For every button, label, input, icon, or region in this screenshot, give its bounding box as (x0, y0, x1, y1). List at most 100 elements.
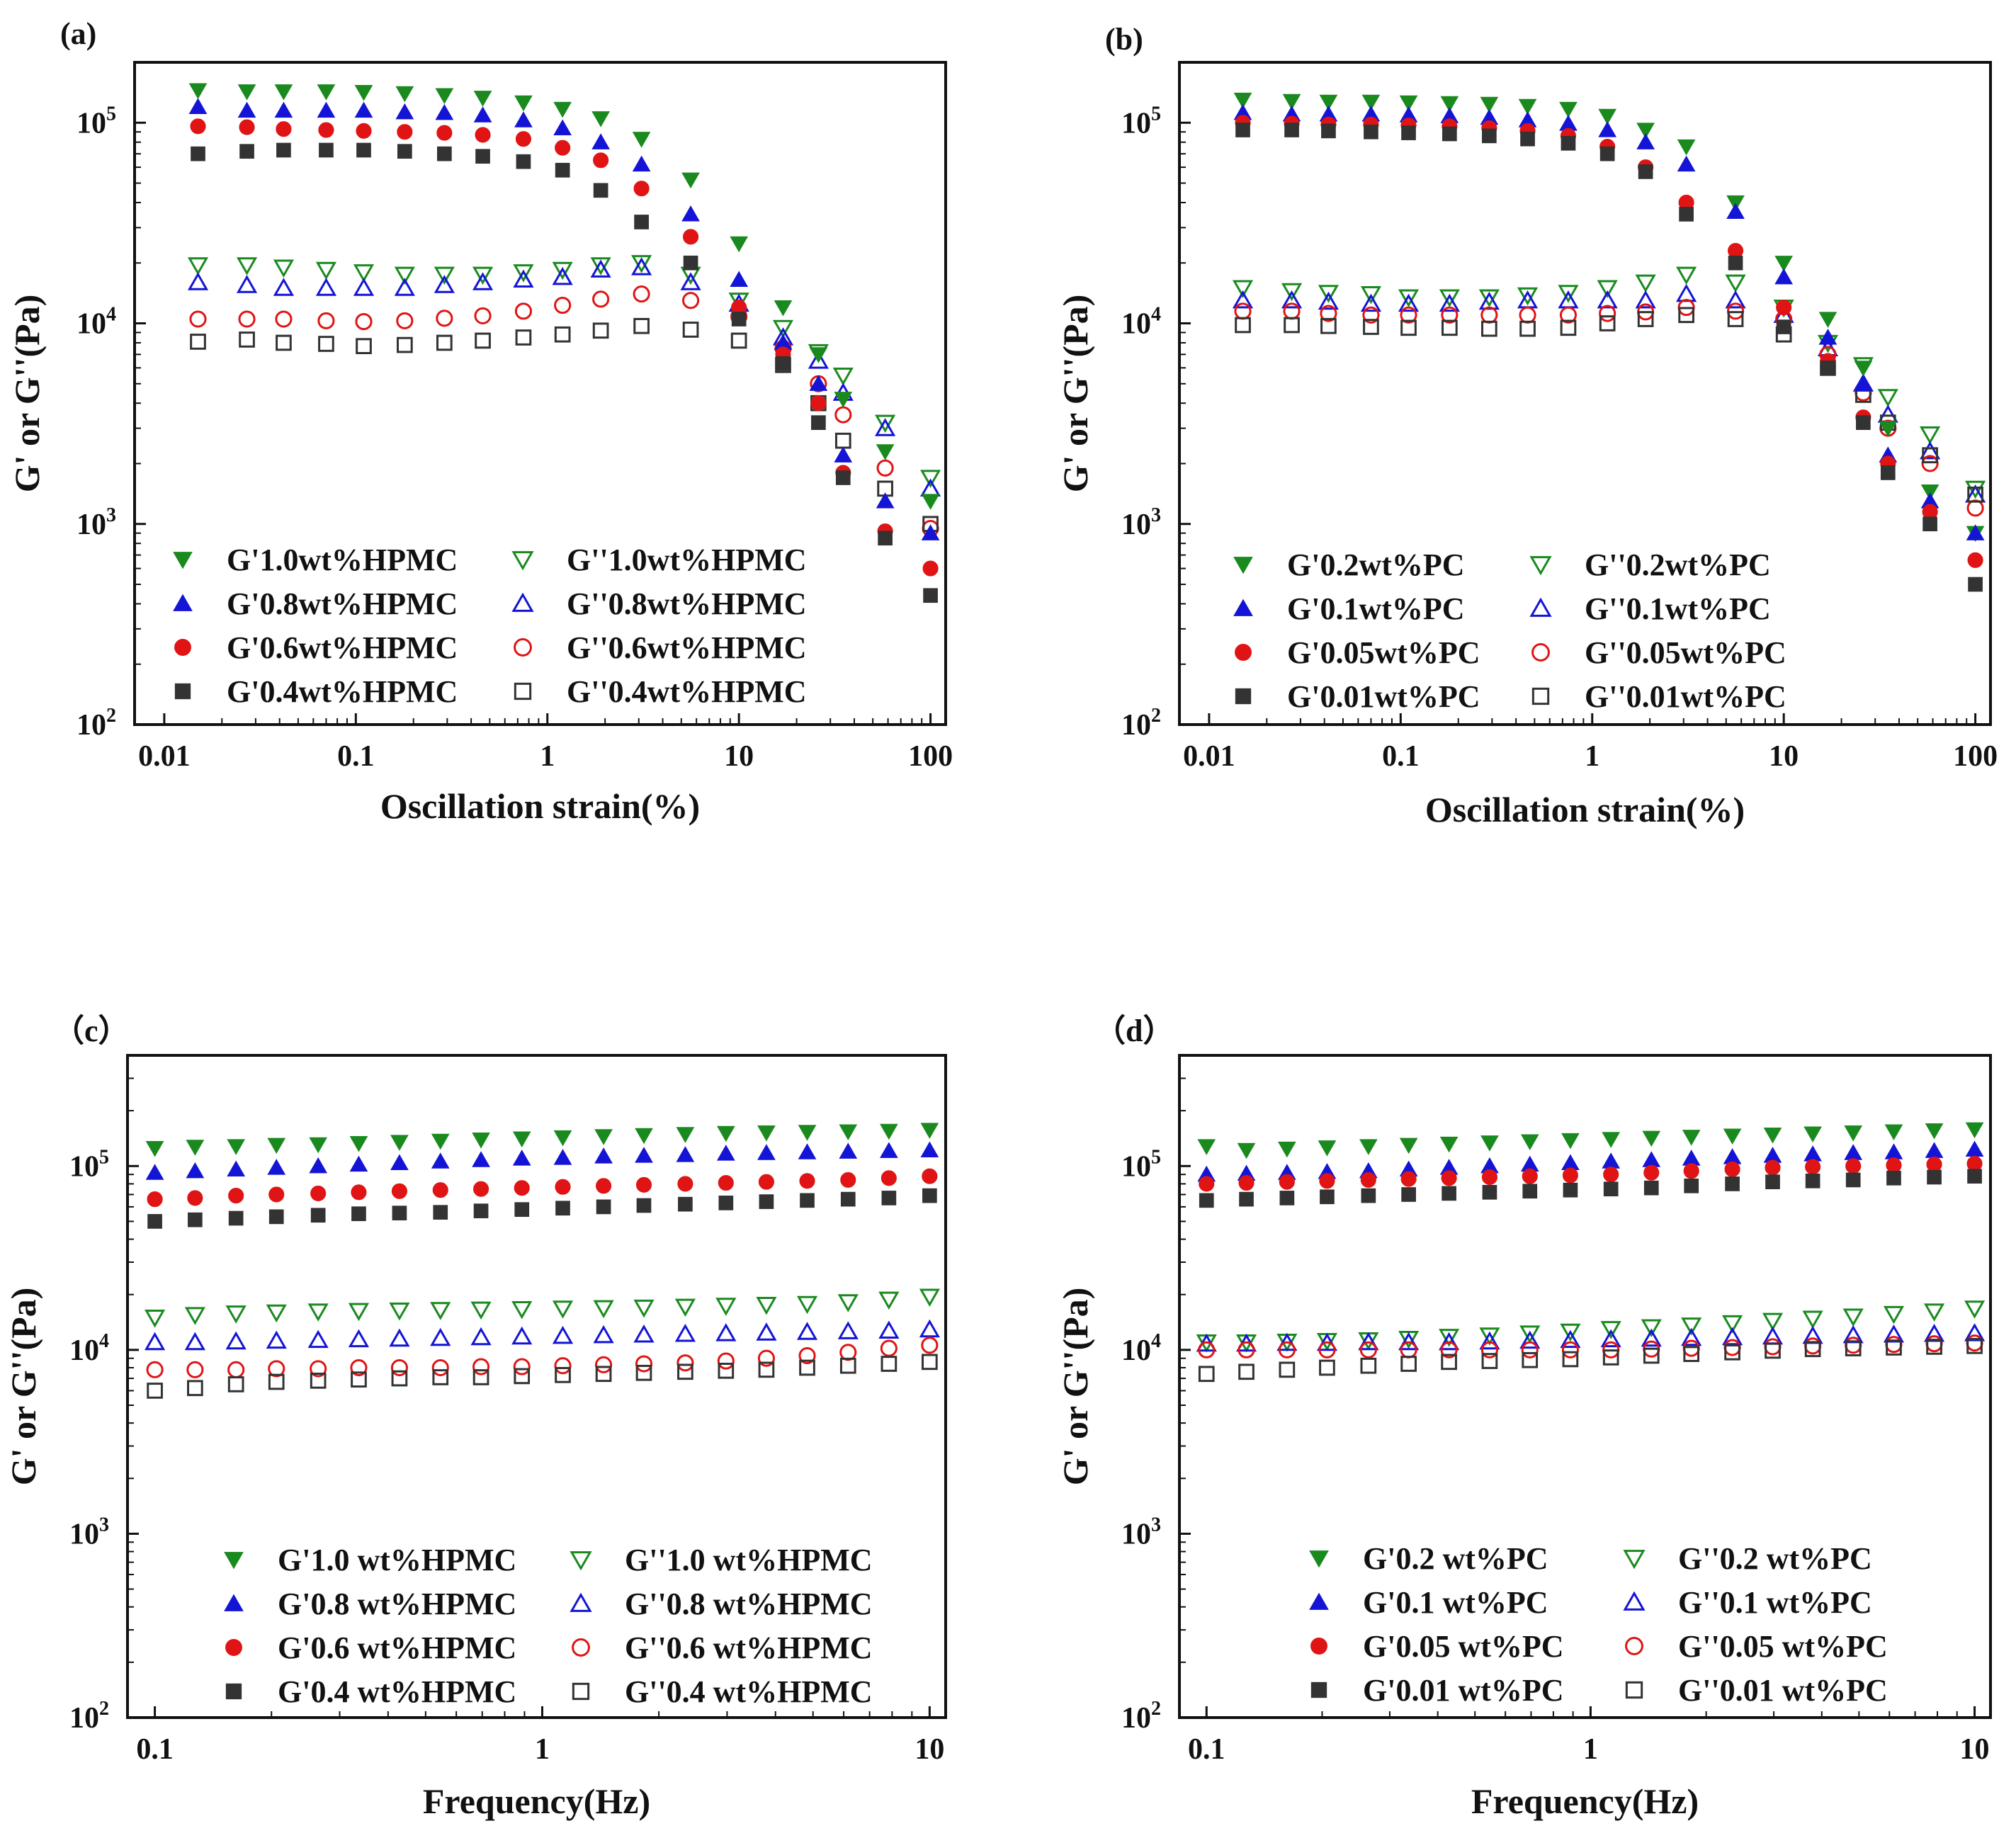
data-point (473, 91, 492, 107)
series-G'0.05wt%PC (1235, 115, 1983, 568)
data-point (921, 524, 940, 540)
data-point (1678, 307, 1694, 324)
data-point (635, 1176, 652, 1193)
y-tick-label: 103 (1121, 1514, 1161, 1550)
legend-item: G'0.05wt%PC (1235, 635, 1480, 670)
data-point (1318, 291, 1340, 310)
data-point (236, 275, 258, 293)
data-point (434, 275, 455, 293)
data-point (875, 418, 896, 436)
data-point (593, 1324, 614, 1344)
data-point (1199, 1193, 1214, 1208)
legend-label: G'0.01 wt%PC (1363, 1673, 1564, 1708)
y-tick-label: 105 (69, 1146, 109, 1183)
data-point (676, 1146, 695, 1162)
data-point (1441, 1354, 1457, 1371)
data-point (1599, 315, 1616, 331)
data-point (593, 152, 609, 169)
data-point (274, 84, 293, 101)
y-axis-title: G' or G''(Pa) (1055, 1288, 1095, 1486)
legend-label: G'0.6 wt%HPMC (278, 1630, 516, 1665)
data-point (834, 446, 853, 463)
x-tick-label: 1 (535, 1733, 550, 1766)
legend: G'1.0 wt%HPMC G'0.8 wt%HPMC G'0.6 wt%HPMC G… (224, 1543, 873, 1709)
data-point (676, 1127, 695, 1143)
data-point (268, 1360, 285, 1378)
y-tick-label: 102 (77, 705, 116, 742)
data-point (1774, 268, 1794, 285)
data-point (1636, 123, 1655, 139)
data-point (1233, 92, 1252, 109)
data-point (1676, 266, 1697, 285)
data-point (1885, 1336, 1903, 1354)
data-point (677, 1176, 693, 1192)
legend-item: G''0.01wt%PC (1531, 679, 1786, 714)
series-G'0.4wt%HPMC (191, 142, 938, 603)
data-point (1725, 274, 1746, 293)
data-point (1360, 1357, 1377, 1374)
data-point (1599, 146, 1615, 161)
data-point (1235, 123, 1250, 137)
legend-label: G''0.6wt%HPMC (567, 630, 807, 665)
data-point (239, 144, 254, 159)
y-tick-exponent: 4 (1151, 1330, 1161, 1352)
data-point (682, 292, 700, 310)
data-point (1519, 1330, 1541, 1349)
legend-marker (1529, 597, 1552, 617)
data-point (319, 142, 334, 158)
data-point (1965, 480, 1986, 499)
data-point (715, 1323, 737, 1341)
legend-item: G''0.05wt%PC (1531, 635, 1786, 670)
data-point (1442, 1186, 1456, 1201)
data-point (1886, 1339, 1902, 1356)
data-point (472, 266, 494, 285)
data-point (1879, 421, 1898, 438)
data-point (772, 319, 794, 339)
data-point (351, 1371, 367, 1388)
data-point (1967, 552, 1983, 568)
legend-label: G''0.1 wt%PC (1678, 1585, 1872, 1620)
legend-label: G''0.4wt%HPMC (567, 674, 807, 709)
data-point (1600, 1329, 1621, 1348)
legend: G'0.2wt%PC G'0.1wt%PC G'0.05wt%PC G'0.01wt%… (1233, 548, 1786, 714)
data-point (394, 266, 415, 285)
y-tick-base: 10 (77, 308, 106, 341)
data-point (1479, 1327, 1500, 1346)
data-point (553, 101, 572, 118)
data-point (730, 332, 747, 349)
data-point (1520, 131, 1535, 147)
data-point (1638, 164, 1653, 179)
series-G''1.0wt%HPMC (187, 255, 941, 488)
y-tick-label: 102 (69, 1698, 109, 1735)
data-point (146, 1361, 164, 1378)
data-point (436, 334, 453, 351)
data-point (354, 101, 373, 118)
data-point (1519, 1325, 1541, 1344)
data-point (1316, 1332, 1338, 1351)
data-point (1276, 1332, 1298, 1351)
series-G'0.8 wt%HPMC (145, 1141, 939, 1180)
data-point (1398, 289, 1420, 308)
data-point (1318, 285, 1340, 303)
legend-item: G'0.2 wt%PC (1309, 1541, 1548, 1576)
data-point (188, 1212, 203, 1227)
panel-label: (a) (60, 16, 96, 51)
data-point (431, 1152, 450, 1169)
data-point (796, 1322, 818, 1340)
data-point (920, 1141, 939, 1157)
series-G'0.4 wt%HPMC (147, 1188, 937, 1229)
data-point (353, 264, 375, 283)
legend-item: G'0.01 wt%PC (1310, 1673, 1564, 1708)
data-point (1679, 207, 1694, 222)
data-point (318, 336, 334, 352)
data-point (1362, 306, 1380, 324)
y-tick-exponent: 5 (1151, 103, 1161, 125)
legend-item: G''0.2 wt%PC (1623, 1541, 1872, 1576)
data-point (595, 1366, 612, 1383)
data-point (1854, 361, 1873, 377)
data-point (1728, 255, 1743, 271)
data-point (875, 414, 896, 433)
data-point (1725, 290, 1746, 309)
data-point (511, 1326, 533, 1345)
data-point (811, 415, 826, 431)
